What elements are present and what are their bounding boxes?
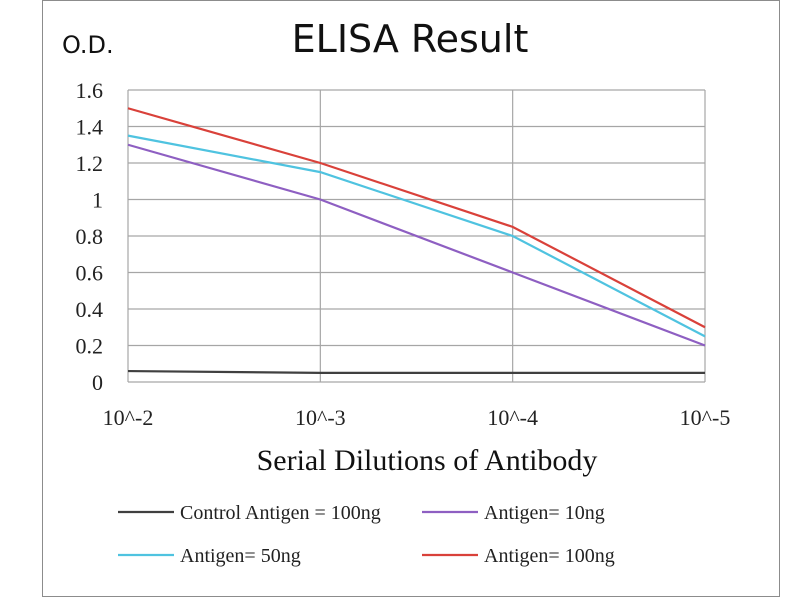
x-tick-label: 10^-5 xyxy=(680,405,731,430)
x-tick-label: 10^-4 xyxy=(487,405,538,430)
series-line xyxy=(127,107,706,329)
y-tick-label: 1.4 xyxy=(76,115,104,140)
y-tick-label: 0 xyxy=(92,370,103,395)
series-lines xyxy=(127,107,706,374)
y-tick-label: 0.6 xyxy=(76,261,104,286)
y-axis-label: O.D. xyxy=(62,31,114,59)
y-tick-label: 0.8 xyxy=(76,224,104,249)
chart-frame xyxy=(42,0,780,597)
y-tick-label: 1.2 xyxy=(76,151,104,176)
grid-lines xyxy=(127,89,706,383)
y-tick-label: 0.4 xyxy=(76,297,104,322)
chart-title: ELISA Result xyxy=(292,17,529,61)
legend-label: Antigen= 100ng xyxy=(484,545,615,567)
legend-label: Control Antigen = 100ng xyxy=(180,502,381,524)
x-tick-labels: 10^-2 10^-3 10^-4 10^-5 xyxy=(103,405,731,430)
legend-label: Antigen= 10ng xyxy=(484,502,605,524)
series-line xyxy=(127,143,706,347)
y-tick-label: 0.2 xyxy=(76,334,104,359)
legend-label: Antigen= 50ng xyxy=(180,545,301,567)
y-tick-label: 1.6 xyxy=(76,78,104,103)
x-tick-label: 10^-2 xyxy=(103,405,154,430)
series-line xyxy=(127,369,705,374)
y-tick-labels: 0 0.2 0.4 0.6 0.8 1 1.2 1.4 1.6 xyxy=(76,78,104,395)
x-tick-label: 10^-3 xyxy=(295,405,346,430)
x-axis-label: Serial Dilutions of Antibody xyxy=(257,444,598,477)
legend: Control Antigen = 100ng Antigen= 10ng Anti… xyxy=(118,502,615,567)
y-tick-label: 1 xyxy=(92,188,103,213)
series-line xyxy=(127,134,706,338)
